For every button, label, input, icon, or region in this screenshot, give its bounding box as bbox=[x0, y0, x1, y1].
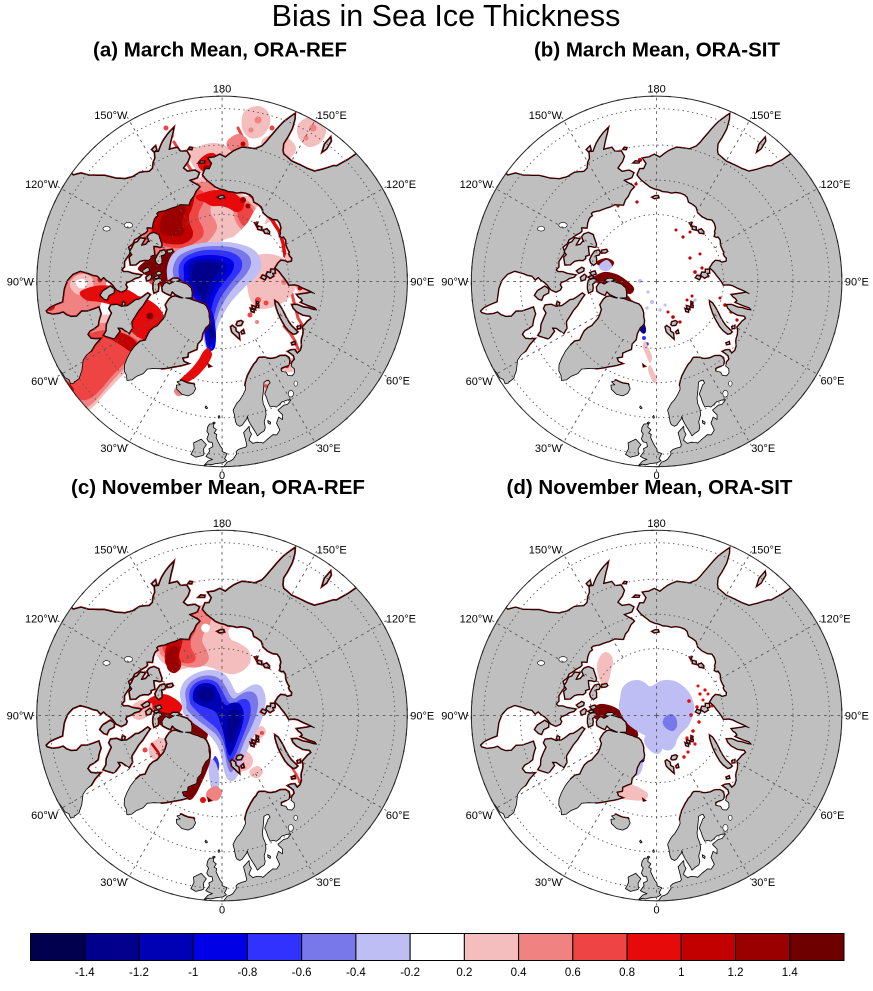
svg-text:150°W: 150°W bbox=[529, 110, 563, 122]
svg-text:120°W: 120°W bbox=[25, 613, 59, 625]
svg-text:150°E: 150°E bbox=[317, 110, 347, 122]
svg-text:0.2: 0.2 bbox=[456, 967, 472, 979]
svg-text:180: 180 bbox=[647, 518, 665, 530]
svg-text:60°W: 60°W bbox=[466, 810, 494, 822]
svg-text:30°E: 30°E bbox=[751, 443, 775, 455]
svg-text:150°W: 150°W bbox=[94, 544, 128, 556]
svg-text:90°E: 90°E bbox=[410, 276, 434, 288]
svg-text:(b) March Mean, ORA-SIT: (b) March Mean, ORA-SIT bbox=[534, 39, 780, 62]
svg-text:60°W: 60°W bbox=[466, 376, 494, 388]
svg-text:150°E: 150°E bbox=[751, 544, 781, 556]
svg-text:150°E: 150°E bbox=[751, 110, 781, 122]
svg-text:-0.2: -0.2 bbox=[400, 967, 420, 979]
svg-text:120°E: 120°E bbox=[386, 179, 416, 191]
svg-text:180: 180 bbox=[213, 518, 231, 530]
svg-text:30°E: 30°E bbox=[751, 877, 775, 889]
svg-text:120°E: 120°E bbox=[821, 179, 851, 191]
svg-text:90°W: 90°W bbox=[441, 276, 469, 288]
svg-text:-0.8: -0.8 bbox=[238, 967, 258, 979]
svg-text:90°W: 90°W bbox=[441, 711, 469, 723]
svg-text:0.4: 0.4 bbox=[511, 967, 528, 979]
svg-text:180: 180 bbox=[213, 84, 231, 96]
svg-text:60°E: 60°E bbox=[386, 810, 410, 822]
svg-text:90°W: 90°W bbox=[7, 276, 35, 288]
svg-text:120°E: 120°E bbox=[821, 613, 851, 625]
svg-text:150°W: 150°W bbox=[94, 110, 128, 122]
svg-text:(d) November Mean, ORA-SIT: (d) November Mean, ORA-SIT bbox=[507, 476, 793, 499]
svg-text:0.8: 0.8 bbox=[619, 967, 635, 979]
svg-text:90°E: 90°E bbox=[410, 711, 434, 723]
svg-text:60°W: 60°W bbox=[31, 376, 59, 388]
svg-text:180: 180 bbox=[647, 84, 665, 96]
svg-text:0: 0 bbox=[654, 470, 660, 482]
svg-text:30°E: 30°E bbox=[317, 877, 341, 889]
svg-text:0: 0 bbox=[654, 904, 660, 916]
svg-text:30°E: 30°E bbox=[317, 443, 341, 455]
svg-text:(a) March Mean, ORA-REF: (a) March Mean, ORA-REF bbox=[93, 39, 347, 62]
svg-text:90°E: 90°E bbox=[845, 711, 869, 723]
svg-text:1.2: 1.2 bbox=[728, 967, 744, 979]
svg-text:60°E: 60°E bbox=[821, 376, 845, 388]
svg-text:120°W: 120°W bbox=[460, 613, 494, 625]
svg-text:120°W: 120°W bbox=[25, 179, 59, 191]
svg-text:-0.4: -0.4 bbox=[346, 967, 366, 979]
svg-text:-1: -1 bbox=[188, 967, 198, 979]
svg-text:90°W: 90°W bbox=[7, 711, 35, 723]
svg-text:120°W: 120°W bbox=[460, 179, 494, 191]
svg-text:0: 0 bbox=[219, 904, 225, 916]
svg-text:150°W: 150°W bbox=[529, 544, 563, 556]
svg-text:30°W: 30°W bbox=[535, 443, 563, 455]
svg-text:(c) November Mean, ORA-REF: (c) November Mean, ORA-REF bbox=[71, 476, 365, 499]
svg-text:120°E: 120°E bbox=[386, 613, 416, 625]
svg-text:60°E: 60°E bbox=[821, 810, 845, 822]
svg-text:-1.2: -1.2 bbox=[129, 967, 149, 979]
svg-text:1.4: 1.4 bbox=[782, 967, 799, 979]
svg-text:0.6: 0.6 bbox=[565, 967, 581, 979]
svg-text:150°E: 150°E bbox=[317, 544, 347, 556]
svg-text:Bias in Sea Ice Thickness: Bias in Sea Ice Thickness bbox=[272, 0, 621, 33]
svg-text:90°E: 90°E bbox=[845, 276, 869, 288]
svg-text:60°W: 60°W bbox=[31, 810, 59, 822]
svg-text:-1.4: -1.4 bbox=[75, 967, 95, 979]
svg-text:-0.6: -0.6 bbox=[292, 967, 312, 979]
svg-text:1: 1 bbox=[678, 967, 684, 979]
svg-text:60°E: 60°E bbox=[386, 376, 410, 388]
svg-text:0: 0 bbox=[219, 470, 225, 482]
svg-text:30°W: 30°W bbox=[100, 443, 128, 455]
svg-text:30°W: 30°W bbox=[535, 877, 563, 889]
svg-text:30°W: 30°W bbox=[100, 877, 128, 889]
